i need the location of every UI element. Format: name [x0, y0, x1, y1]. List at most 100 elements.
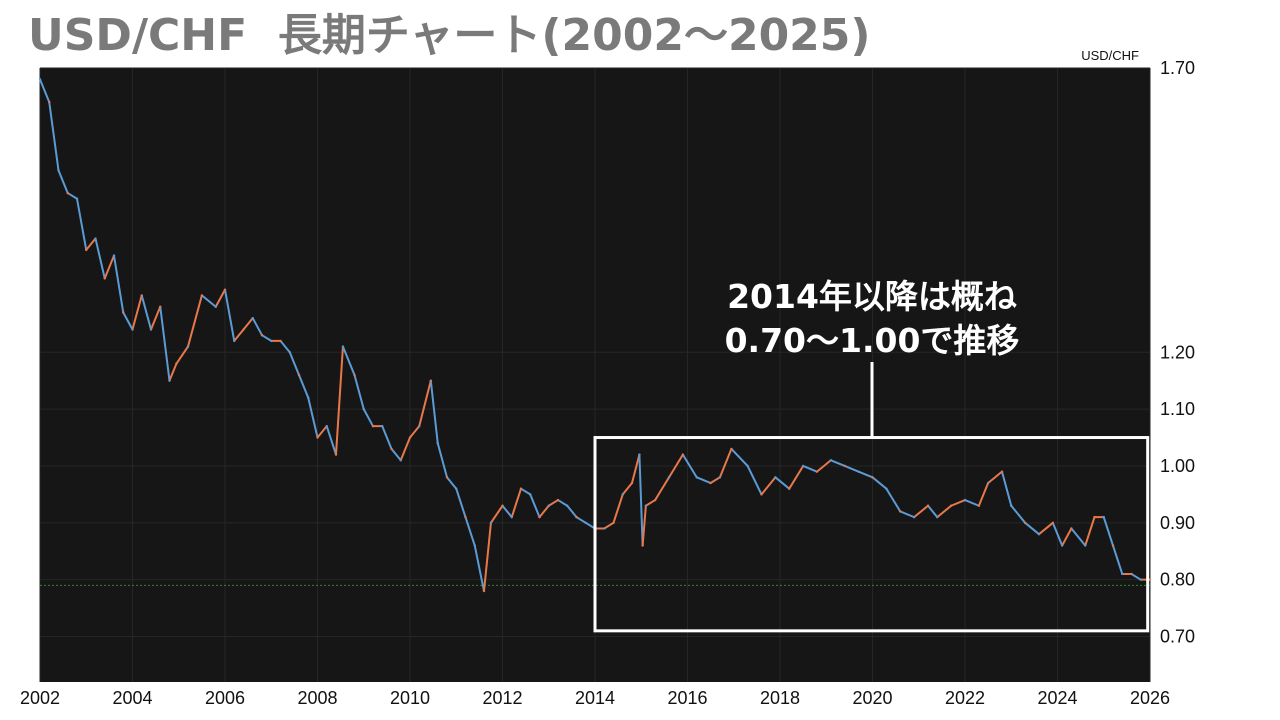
price-segment — [288, 351, 300, 376]
price-point — [788, 487, 791, 490]
price-point — [200, 294, 204, 297]
price-segment — [520, 487, 532, 496]
price-point — [1000, 470, 1004, 473]
price-point — [1093, 515, 1096, 519]
price-point — [575, 515, 578, 519]
price-point — [94, 237, 97, 240]
price-point — [429, 379, 433, 382]
price-segment — [353, 374, 365, 411]
price-point — [445, 476, 449, 479]
price-segment — [1001, 470, 1013, 507]
price-segment — [122, 311, 134, 331]
price-point — [621, 493, 624, 496]
price-point — [464, 515, 467, 519]
price-point — [963, 498, 967, 502]
price-point — [926, 504, 930, 507]
price-segment — [631, 453, 641, 485]
price-point — [103, 277, 106, 280]
price-point — [718, 476, 722, 479]
price-point — [307, 396, 310, 399]
price-segment — [501, 504, 513, 519]
price-point — [612, 521, 615, 525]
price-segment — [829, 459, 846, 467]
annotation: 2014年以降は概ね 0.70～1.00で推移 — [593, 277, 1150, 633]
y-tick-label: 0.90 — [1160, 513, 1195, 533]
price-segment — [857, 470, 874, 479]
price-point — [242, 328, 245, 331]
price-segment — [681, 453, 698, 479]
price-segment — [913, 504, 929, 519]
price-point — [260, 334, 264, 337]
y-tick-label: 0.70 — [1160, 627, 1195, 647]
price-point — [529, 493, 532, 496]
price-point — [857, 470, 860, 473]
price-point — [630, 481, 634, 485]
price-segment — [709, 476, 721, 485]
price-segment — [341, 345, 356, 376]
price-point — [38, 78, 42, 81]
price-segment — [641, 504, 647, 547]
price-segment — [261, 334, 273, 342]
price-segment — [718, 447, 733, 479]
price-point — [1148, 578, 1152, 581]
price-point — [85, 248, 88, 252]
price-point — [149, 328, 153, 331]
price-point — [48, 100, 51, 104]
price-segment — [529, 493, 541, 519]
price-segment — [1051, 521, 1064, 547]
price-segment — [409, 425, 421, 439]
price-segment — [436, 442, 448, 479]
price-segment — [871, 476, 888, 490]
price-point — [223, 288, 227, 291]
y-tick-label: 1.20 — [1160, 342, 1195, 362]
price-point — [175, 362, 178, 365]
price-point — [140, 294, 143, 297]
price-point — [371, 424, 375, 428]
price-point — [644, 504, 648, 507]
price-point — [288, 351, 291, 354]
y-tick-label: 0.80 — [1160, 570, 1195, 590]
price-point — [760, 493, 763, 496]
price-point — [233, 339, 236, 343]
x-tick-label: 2024 — [1037, 688, 1077, 708]
price-segment — [964, 499, 980, 507]
price-segment — [802, 464, 818, 473]
price-point — [977, 504, 981, 507]
price-point — [186, 345, 190, 348]
price-segment — [168, 362, 178, 382]
price-segment — [1130, 572, 1142, 581]
price-segment — [730, 447, 749, 467]
price-point — [418, 424, 421, 428]
y-axis-labels: 1.70 1.20 1.10 1.00 0.90 0.80 0.70 — [1160, 58, 1195, 647]
price-segment — [584, 521, 596, 530]
price-point — [603, 527, 606, 530]
grid — [39, 67, 1151, 682]
price-point — [746, 464, 749, 468]
price-point — [1121, 572, 1124, 576]
price-point — [66, 191, 69, 195]
price-point — [159, 305, 162, 308]
price-segment — [843, 464, 860, 473]
price-point — [829, 459, 833, 462]
price-segment — [547, 499, 559, 507]
price-segment — [774, 476, 791, 490]
price-segment — [66, 192, 78, 200]
price-segment — [1112, 544, 1124, 575]
price-segment — [335, 345, 344, 456]
price-segment — [381, 425, 393, 450]
price-segment — [566, 504, 578, 519]
price-segment — [242, 317, 254, 331]
page-title: USD/CHF 長期チャート(2002～2025) — [28, 10, 871, 61]
price-point — [251, 316, 254, 320]
price-point — [1010, 504, 1013, 507]
price-point — [638, 453, 641, 456]
price-segment — [200, 294, 217, 308]
x-tick-label: 2018 — [760, 688, 800, 708]
price-segment — [927, 504, 939, 519]
price-segment — [418, 379, 432, 428]
price-point — [566, 504, 569, 507]
x-tick-label: 2010 — [390, 688, 430, 708]
price-point — [214, 305, 217, 308]
price-segment — [473, 544, 485, 593]
